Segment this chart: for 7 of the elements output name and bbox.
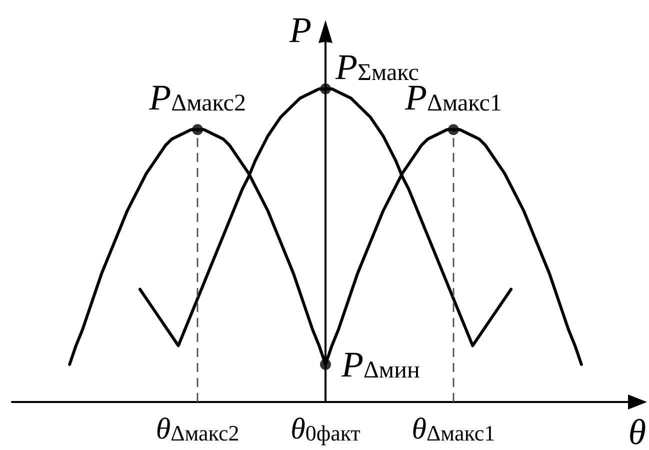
annotation: PΔмакс2	[148, 78, 246, 118]
x-tick-label: θΔмакс1	[412, 412, 496, 446]
x-tick-label: θ0факт	[290, 412, 361, 446]
x-tick-label: θΔмакс2	[156, 412, 240, 446]
x-axis-title: θ	[628, 412, 646, 450]
annotation: PΔмин	[340, 344, 420, 384]
y-axis-title: P	[288, 10, 312, 50]
